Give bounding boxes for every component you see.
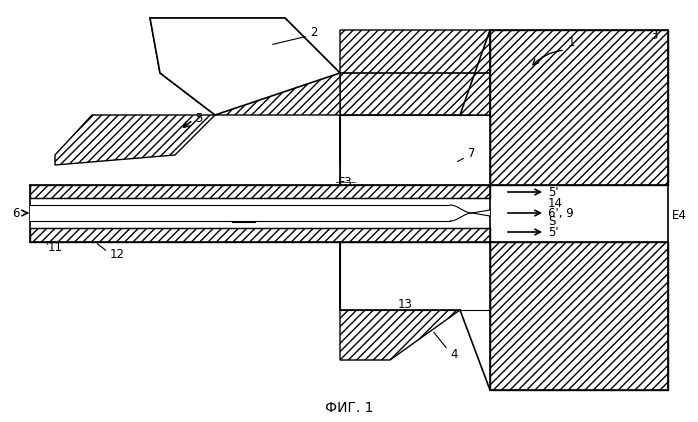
Polygon shape <box>340 242 490 310</box>
Polygon shape <box>30 185 490 198</box>
Polygon shape <box>55 115 215 165</box>
Polygon shape <box>490 242 668 390</box>
Text: 1: 1 <box>568 35 575 49</box>
Polygon shape <box>150 18 340 115</box>
Polygon shape <box>340 242 490 360</box>
Polygon shape <box>30 228 490 242</box>
Text: 12: 12 <box>110 249 125 262</box>
Text: 5': 5' <box>548 225 558 238</box>
Polygon shape <box>490 30 668 185</box>
Text: 5': 5' <box>548 186 558 198</box>
Text: 10: 10 <box>235 209 249 222</box>
Polygon shape <box>30 205 450 221</box>
Text: 7: 7 <box>468 146 475 160</box>
Text: 6', 9: 6', 9 <box>548 206 574 219</box>
Polygon shape <box>30 198 490 228</box>
Polygon shape <box>150 18 340 115</box>
Text: E3: E3 <box>338 176 352 189</box>
Text: 11: 11 <box>48 241 63 254</box>
Text: ФИГ. 1: ФИГ. 1 <box>325 401 373 415</box>
Text: 3: 3 <box>650 29 658 41</box>
Polygon shape <box>340 115 490 185</box>
Text: 4: 4 <box>450 349 457 362</box>
Text: 14: 14 <box>548 197 563 209</box>
Text: 2: 2 <box>310 25 318 38</box>
Text: S: S <box>548 214 556 227</box>
Text: 6: 6 <box>12 206 20 219</box>
Text: 13: 13 <box>398 298 413 311</box>
Polygon shape <box>450 205 490 221</box>
Text: E4: E4 <box>672 208 687 222</box>
Text: 5: 5 <box>195 111 202 124</box>
Polygon shape <box>340 30 490 165</box>
